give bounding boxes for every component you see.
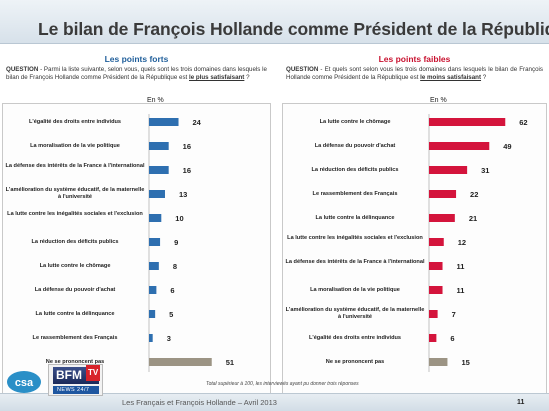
bar	[149, 118, 179, 126]
footer-bar	[0, 393, 549, 411]
category-label: Le rassemblement des Français	[312, 190, 398, 197]
category-label: La lutte contre les inégalités sociales …	[7, 211, 143, 218]
bar	[149, 214, 162, 222]
bar	[429, 358, 448, 366]
bar	[149, 262, 159, 270]
data-label: 31	[481, 166, 489, 175]
chart-points-forts: L'égalité des droits entre individus La m…	[2, 103, 271, 411]
category-label: La réduction des déficits publics	[31, 238, 119, 245]
data-label: 15	[461, 358, 469, 367]
bars-svg: 62 49 31 22 21 12 11 11 7 6 15	[428, 114, 528, 372]
bar	[429, 310, 438, 318]
bar	[149, 310, 156, 318]
category-label: La défense du pouvoir d'achat	[314, 142, 396, 149]
data-label: 13	[179, 190, 187, 199]
unit-label: En %	[147, 97, 164, 104]
question-label: QUESTION	[6, 66, 39, 73]
category-label: La défense du pouvoir d'achat	[34, 286, 116, 293]
bar	[429, 142, 490, 150]
bar	[429, 334, 437, 342]
question-faibles: QUESTION - Et quels sont selon vous les …	[286, 66, 543, 82]
category-label: La moralisation de la vie politique	[30, 142, 120, 149]
bars-svg: 24 16 16 13 10 9 8 6 5 3 51	[148, 114, 234, 372]
category-label: Le rassemblement des Français	[32, 334, 118, 341]
data-label: 21	[469, 214, 477, 223]
data-label: 22	[470, 190, 478, 199]
bar	[429, 286, 443, 294]
bar	[429, 190, 457, 198]
page-title: Le bilan de François Hollande comme Prés…	[38, 19, 549, 39]
bar	[429, 238, 444, 246]
data-label: 10	[175, 214, 183, 223]
bfmtv-logo: BFM TV NEWS 24/7	[48, 364, 103, 396]
question-text: - Et quels sont selon vous les trois dom…	[286, 66, 543, 81]
bar	[149, 286, 157, 294]
bar	[429, 262, 443, 270]
question-text: - Parmi la liste suivante, selon vous, q…	[6, 66, 267, 81]
csa-logo: csa	[6, 370, 42, 394]
bar	[149, 334, 153, 342]
page-number: 11	[517, 399, 525, 406]
bar	[429, 214, 455, 222]
data-label: 51	[226, 358, 234, 367]
data-label: 24	[193, 118, 202, 127]
bar	[429, 118, 506, 126]
bar	[149, 166, 169, 174]
question-emphasis: le plus satisfaisant	[189, 74, 245, 81]
category-label: Ne se prononcent pas	[45, 358, 105, 365]
category-label: Ne se prononcent pas	[325, 358, 385, 365]
question-end: ?	[244, 74, 250, 81]
category-label: L'amélioration du système éducatif, de l…	[285, 307, 425, 320]
footnote: Total supérieur à 100, les interviewés a…	[206, 381, 359, 387]
category-label: La défense des intérêts de la France à l…	[5, 163, 145, 170]
question-forts: QUESTION - Parmi la liste suivante, selo…	[6, 66, 267, 82]
category-label: La réduction des déficits publics	[311, 166, 399, 173]
tv-logo-text: TV	[88, 368, 99, 377]
category-label: La lutte contre la délinquance	[315, 214, 395, 221]
footer-text: Les Français et François Hollande – Avri…	[122, 398, 277, 407]
category-label: La lutte contre la délinquance	[35, 310, 115, 317]
question-end: ?	[481, 74, 487, 81]
panel-heading-faibles: Les points faibles	[378, 54, 451, 64]
unit-label: En %	[430, 97, 447, 104]
category-label: L'égalité des droits entre individus	[28, 118, 122, 125]
news-logo-text: NEWS 24/7	[57, 386, 90, 393]
bar	[149, 238, 161, 246]
category-label: La moralisation de la vie politique	[310, 286, 400, 293]
data-label: 7	[452, 310, 456, 319]
category-label: L'amélioration du système éducatif, de l…	[5, 187, 145, 200]
panel-heading-forts: Les points forts	[104, 54, 169, 64]
question-emphasis: le moins satisfaisant	[420, 74, 482, 81]
category-label: L'égalité des droits entre individus	[308, 334, 402, 341]
category-label: La lutte contre le chômage	[39, 262, 111, 269]
bfm-logo-text: BFM	[56, 368, 82, 382]
bar	[149, 358, 212, 366]
data-label: 6	[170, 286, 174, 295]
data-label: 8	[173, 262, 177, 271]
data-label: 3	[167, 334, 171, 343]
question-label: QUESTION	[286, 66, 319, 73]
chart-points-faibles: La lutte contre le chômage La défense du …	[282, 103, 547, 411]
category-label: La défense des intérêts de la France à l…	[285, 259, 425, 266]
category-label: La lutte contre les inégalités sociales …	[287, 235, 423, 242]
bar	[429, 166, 468, 174]
category-label: La lutte contre le chômage	[319, 118, 391, 125]
data-label: 5	[169, 310, 173, 319]
data-label: 62	[519, 118, 527, 127]
bar	[149, 142, 169, 150]
data-label: 49	[503, 142, 511, 151]
csa-logo-text: csa	[15, 377, 34, 389]
data-label: 6	[450, 334, 454, 343]
bar	[149, 190, 165, 198]
title-bar: Le bilan de François Hollande comme Prés…	[0, 0, 549, 44]
data-label: 11	[457, 262, 465, 271]
data-label: 16	[183, 142, 191, 151]
data-label: 16	[183, 166, 191, 175]
data-label: 12	[458, 238, 466, 247]
data-label: 11	[457, 286, 465, 295]
data-label: 9	[174, 238, 178, 247]
